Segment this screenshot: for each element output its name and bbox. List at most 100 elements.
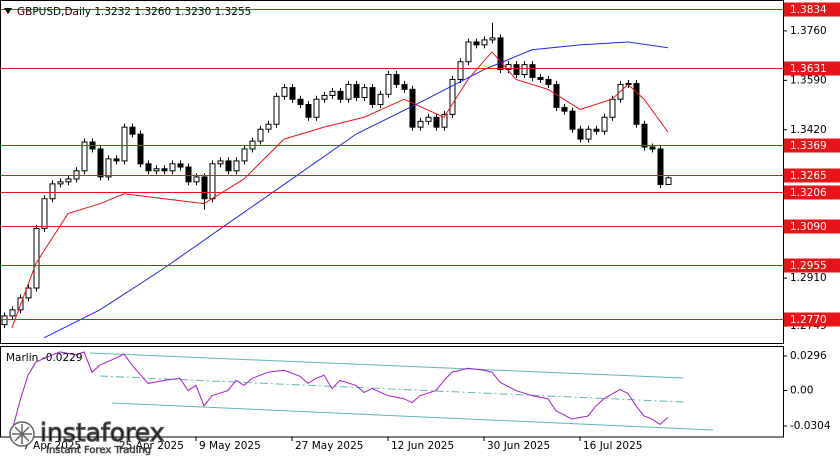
candle-body xyxy=(201,176,208,200)
level-label: 1.2770 xyxy=(790,314,827,326)
candle-body xyxy=(225,160,232,172)
candle-body xyxy=(233,160,240,172)
candle-body xyxy=(593,128,600,132)
candle-body xyxy=(569,110,576,130)
candle-body xyxy=(433,116,440,128)
x-tick-label: 30 Jun 2025 xyxy=(487,440,550,452)
candle-body xyxy=(521,64,528,76)
candle-body xyxy=(73,170,80,180)
candle-body xyxy=(97,148,104,178)
candle-body xyxy=(265,123,272,130)
candle-body xyxy=(345,83,352,100)
y-tick-label: 1.3590 xyxy=(790,74,827,86)
candle-body xyxy=(185,166,192,183)
candle-body xyxy=(305,103,312,118)
candle-body xyxy=(113,158,120,162)
trend-line xyxy=(111,402,714,431)
candle-body xyxy=(281,87,288,97)
candle-body xyxy=(41,198,48,229)
level-label: 1.3834 xyxy=(790,4,827,16)
candle-body xyxy=(145,163,152,172)
main-panel xyxy=(0,0,784,344)
candle-body xyxy=(393,74,400,85)
candle-body xyxy=(169,163,176,172)
candle-body xyxy=(49,183,56,200)
candle-body xyxy=(417,120,424,128)
candle-body xyxy=(481,39,488,46)
candle-body xyxy=(585,128,592,140)
candle-body xyxy=(121,126,128,162)
candle-body xyxy=(633,83,640,125)
candle-body xyxy=(241,148,248,162)
candle-body xyxy=(465,41,472,63)
x-tick-label: 16 Jul 2025 xyxy=(583,440,642,452)
line-series xyxy=(43,41,669,339)
candle-body xyxy=(665,177,672,185)
candle-body xyxy=(289,87,296,100)
level-label-box xyxy=(784,258,840,273)
candle-body xyxy=(57,181,64,185)
candle-body xyxy=(545,78,552,85)
indicator-value: -0.0229 xyxy=(42,352,83,364)
y-tick-label: 0.00 xyxy=(790,385,813,397)
candle-body xyxy=(537,76,544,80)
y-tick-label: 0.0296 xyxy=(790,350,827,362)
candle-body xyxy=(129,126,136,135)
x-tick-label: 12 Jun 2025 xyxy=(391,440,454,452)
candle-body xyxy=(153,168,160,172)
candle-body xyxy=(657,148,664,185)
candle-body xyxy=(505,64,512,71)
candle-body xyxy=(561,106,568,112)
candle-body xyxy=(457,61,464,80)
candle-body xyxy=(81,141,88,172)
x-tick-label: 25 Apr 2025 xyxy=(119,440,184,452)
price-plot xyxy=(1,9,783,339)
candle-body xyxy=(649,146,656,150)
candle-body xyxy=(489,37,496,41)
candle-body xyxy=(409,88,416,128)
y-tick-label: 1.3420 xyxy=(790,124,827,136)
candle-body xyxy=(497,37,504,71)
candle-body xyxy=(137,133,144,165)
level-label: 1.3265 xyxy=(790,170,827,182)
candle-body xyxy=(425,116,432,122)
candle-body xyxy=(313,98,320,118)
watermark-brand: instaforex xyxy=(40,418,165,447)
candle-body xyxy=(209,163,216,200)
candle-body xyxy=(273,95,280,125)
indicator-title: Marlin xyxy=(6,352,38,364)
candle-body xyxy=(377,93,384,105)
candle-body xyxy=(337,90,344,100)
candle-body xyxy=(25,287,32,299)
indicator-panel xyxy=(0,346,784,438)
candle-body xyxy=(353,83,360,98)
candle-body xyxy=(449,78,456,115)
candle-body xyxy=(385,74,392,95)
trend-line xyxy=(89,352,684,379)
level-label-box xyxy=(784,61,840,76)
level-label-box xyxy=(784,312,840,327)
candle-body xyxy=(65,178,72,183)
candle-body xyxy=(321,94,328,100)
candle-body xyxy=(609,98,616,118)
candle-body xyxy=(329,90,336,96)
level-label-box xyxy=(784,219,840,234)
candle-body xyxy=(33,227,40,289)
level-label: 1.2955 xyxy=(790,260,827,272)
candle-body xyxy=(513,64,520,76)
candle-body xyxy=(641,123,648,148)
level-label: 1.3369 xyxy=(790,140,827,152)
candle-body xyxy=(161,168,168,172)
indicator-plot xyxy=(11,351,714,432)
header-marker xyxy=(4,8,12,14)
level-label-box xyxy=(784,2,840,17)
candle-body xyxy=(105,158,112,178)
line-series xyxy=(11,351,669,432)
candle-body xyxy=(217,160,224,165)
level-label-box xyxy=(784,185,840,200)
level-label: 1.3090 xyxy=(790,221,827,233)
candle-body xyxy=(1,315,8,326)
y-tick-label: 1.3760 xyxy=(790,25,827,37)
